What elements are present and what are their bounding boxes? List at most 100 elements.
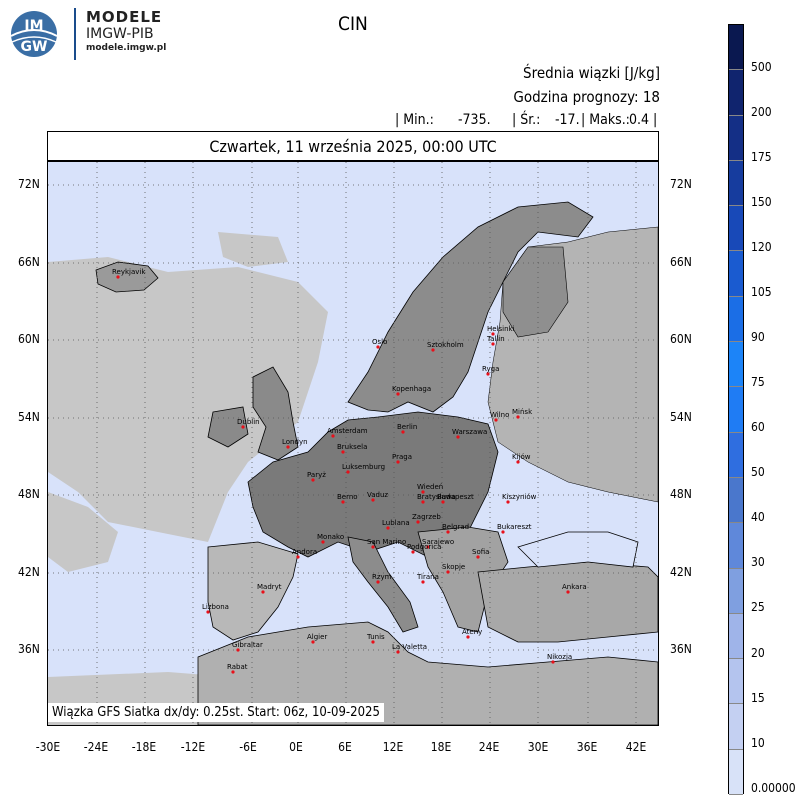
city-dot [401,430,405,434]
city-marker[interactable]: Warszawa [452,428,487,439]
city-dot [396,392,400,396]
colorbar-label: 15 [751,691,765,705]
city-dot [456,435,460,439]
city-marker[interactable]: Berlin [397,423,417,434]
colorbar-segment [729,342,743,388]
lon-label: 30E [527,740,549,754]
city-marker[interactable]: Berno [337,493,358,504]
city-marker[interactable]: Kiszyniów [502,493,537,504]
city-marker[interactable]: Algier [307,633,327,644]
city-marker[interactable]: Oslo [372,338,387,349]
city-marker[interactable]: Rzym [372,573,392,584]
city-dot [341,500,345,504]
city-marker[interactable]: Rabat [227,663,248,674]
city-marker[interactable]: Helsinki [487,325,515,336]
city-marker[interactable]: Andora [292,548,317,559]
city-label: Paryż [307,471,326,479]
imgw-logo-badge: IM GW [6,10,62,58]
colorbar-segment [729,659,743,705]
city-marker[interactable]: Dublin [237,418,260,429]
city-label: Skopje [442,563,465,571]
stats-line: | Min.: -735. | Śr.: -17. | Maks.: 0.4 | [395,110,660,130]
city-marker[interactable]: Wilno [490,411,509,422]
city-dot [486,372,490,376]
city-marker[interactable]: Bruksela [337,443,367,454]
city-label: San Marino [367,538,406,546]
city-marker[interactable]: Bratysława [417,493,456,504]
city-marker[interactable]: Paryż [307,471,326,482]
map-panel[interactable]: Reykjavik Oslo Sztokholm Helsinki Tallin Ryga… [47,161,659,726]
city-marker[interactable]: Praga [392,453,412,464]
city-marker[interactable]: Ateny [462,628,482,639]
colorbar-label: 175 [751,150,772,164]
stats-max-value: 0.4 | [629,112,658,128]
city-dot [396,650,400,654]
city-marker[interactable]: Monako [317,533,344,544]
colorbar-label: 90 [751,330,765,344]
city-marker[interactable]: Tunis [366,633,385,644]
city-marker[interactable]: Mińsk [512,408,533,419]
city-marker[interactable]: Sztokholm [427,341,464,352]
city-marker[interactable]: Vaduz [367,491,388,502]
city-marker[interactable]: Luksemburg [342,463,385,474]
city-marker[interactable]: Nikozja [547,653,572,664]
city-marker[interactable]: Wiedeń [417,483,443,494]
city-label: Tallin [486,335,505,343]
colorbar-label: 500 [751,60,772,74]
city-marker[interactable]: Lublana [382,519,410,530]
city-marker[interactable]: Reykjavik [112,268,146,279]
city-marker[interactable]: La Valetta [392,643,427,654]
city-label: Ryga [482,365,499,373]
city-label: Praga [392,453,412,461]
city-label: Luksemburg [342,463,385,471]
city-label: Dublin [237,418,260,426]
colorbar-label: 0.00000 [751,781,796,795]
black-sea [517,531,639,568]
city-marker[interactable]: Budapeszt [437,493,474,504]
city-dot [476,555,480,559]
city-marker[interactable]: Sarajewo [422,538,454,549]
cin-field-atlantic [48,257,328,542]
brand-url[interactable]: modele.imgw.pl [86,43,167,53]
city-marker[interactable]: Londyn [282,438,308,449]
city-marker[interactable]: Belgrad [442,523,469,534]
stats-max-label: | Maks.: [581,112,630,128]
brand-title: MODELE [86,8,163,26]
city-marker[interactable]: Skopje [442,563,465,574]
city-marker[interactable]: Tirana [416,573,439,584]
city-marker[interactable]: Kijów [512,453,531,464]
city-label: Lizbona [202,603,229,611]
city-marker[interactable]: Ryga [482,365,499,376]
city-label: Gibraltar [232,641,263,649]
city-marker[interactable]: Bukareszt [497,523,532,534]
city-marker[interactable]: Ankara [562,583,587,594]
cin-field-north [218,232,288,267]
city-marker[interactable]: Kopenhaga [392,385,431,396]
city-dot [311,640,315,644]
city-marker[interactable]: San Marino [367,538,406,549]
colorbar-segment [729,432,743,478]
city-dot [116,275,120,279]
city-label: Warszawa [452,428,487,436]
lon-label: -30E [35,740,61,754]
city-label: Bruksela [337,443,367,451]
colorbar-label: 60 [751,420,765,434]
city-marker[interactable]: Gibraltar [232,641,263,652]
city-marker[interactable]: Tallin [486,335,505,346]
city-marker[interactable]: Madryt [257,583,282,594]
city-dot [431,348,435,352]
city-marker[interactable]: Lizbona [202,603,229,614]
lat-label-right: 48N [670,487,692,501]
turkey [477,561,659,643]
colorbar-label: 20 [751,646,765,660]
lon-label: 0E [289,740,303,754]
city-dot [516,415,520,419]
city-marker[interactable]: Amsterdam [327,427,368,438]
city-label: Bukareszt [497,523,532,531]
stats-avg-label: | Śr.: [512,112,541,128]
city-marker[interactable]: Zagrzeb [412,513,441,524]
city-marker[interactable]: Podgorica [407,543,441,554]
city-marker[interactable]: Sofia [472,548,489,559]
lon-label: 24E [478,740,500,754]
svg-text:GW: GW [21,39,48,55]
